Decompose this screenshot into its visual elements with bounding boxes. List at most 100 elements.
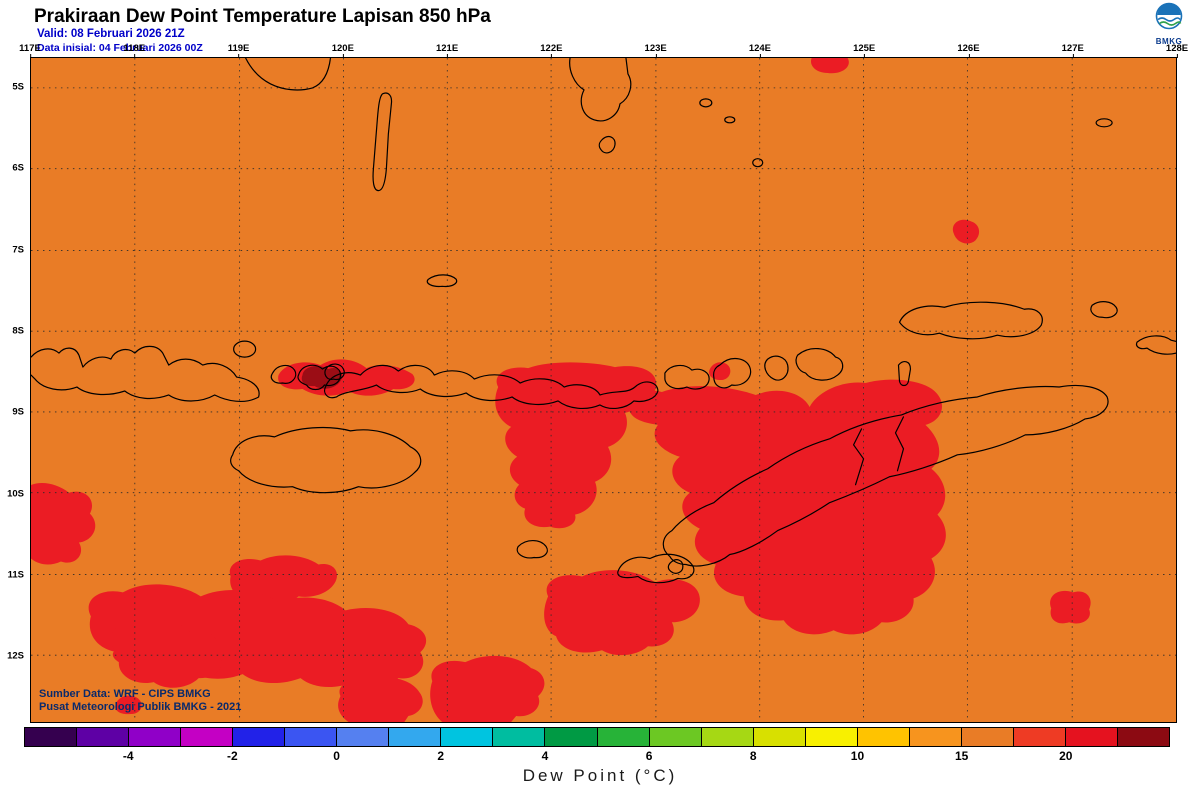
bmkg-logo-label: BMKG	[1155, 37, 1183, 46]
bmkg-logo-icon	[1155, 2, 1183, 30]
lon-label-128E: 128E	[1165, 43, 1189, 58]
lon-label-125E: 125E	[853, 43, 876, 58]
colorbar-segment-8	[441, 728, 494, 746]
coast-semau	[667, 559, 684, 574]
colorbar-segment-17	[909, 728, 962, 746]
coast-right-edge	[1135, 335, 1176, 355]
latitude-axis: 5S 6S 7S 8S 9S 10S 11S 12S	[0, 57, 27, 723]
colorbar-segment-21	[1117, 728, 1170, 746]
lon-label-126E: 126E	[957, 43, 980, 58]
colorbar-segment-13	[701, 728, 754, 746]
coast-atauro	[897, 361, 912, 387]
highest-dewpoint-core	[301, 365, 343, 389]
coast-flores	[324, 364, 659, 410]
coast-rote	[617, 553, 695, 584]
colorbar-segment-15	[805, 728, 858, 746]
colorbar-segment-14	[753, 728, 806, 746]
lon-label-117E: 117E	[19, 43, 41, 58]
colorbar-tick-10: 10	[850, 749, 865, 763]
bmkg-logo: BMKG	[1146, 2, 1192, 46]
lon-label-127E: 127E	[1061, 43, 1084, 58]
longitude-axis: 117E 118E 119E 120E 121E 122E 123E 124E 125E 126E…	[19, 43, 1188, 58]
colorbar-segment-11	[597, 728, 650, 746]
lat-label-10S: 10S	[7, 488, 24, 499]
coast-topright-2	[1090, 301, 1118, 319]
lon-label-118E: 118E	[123, 43, 146, 58]
coast-sulawesi-tip	[245, 58, 332, 91]
coast-timor	[662, 384, 1109, 567]
colorbar	[24, 727, 1170, 747]
lon-label-120E: 120E	[331, 43, 354, 58]
lat-label-9S: 9S	[12, 406, 24, 418]
border-timor-2	[894, 416, 905, 472]
colorbar-tick-2: 2	[437, 749, 445, 763]
coast-topright-1	[1095, 118, 1113, 128]
map-canvas: Sumber Data: WRF - CIPS BMKG Pusat Meteo…	[30, 57, 1177, 723]
colorbar-tick-6: 6	[645, 749, 653, 763]
colorbar-segment-5	[285, 728, 338, 746]
colorbar-tick-8: 8	[749, 749, 757, 763]
colorbar-segment-3	[181, 728, 234, 746]
coast-wakatobi-1	[699, 98, 713, 108]
coast-wetar	[898, 301, 1043, 340]
colorbar-segment-7	[389, 728, 442, 746]
valid-time-label: Valid: 08 Februari 2026 21Z	[37, 28, 185, 40]
colorbar-tick--4: -4	[122, 749, 134, 763]
coast-sangeang	[233, 340, 257, 358]
colorbar-segment-2	[129, 728, 182, 746]
border-timor-1	[852, 428, 865, 486]
colorbar-segment-10	[545, 728, 598, 746]
colorbar-segment-18	[961, 728, 1014, 746]
lon-label-123E: 123E	[644, 43, 667, 58]
lat-label-7S: 7S	[12, 244, 24, 256]
colorbar-segment-4	[233, 728, 286, 746]
colorbar-segment-20	[1065, 728, 1118, 746]
lat-label-8S: 8S	[12, 325, 24, 337]
colorbar-segment-19	[1013, 728, 1066, 746]
lon-label-122E: 122E	[540, 43, 563, 58]
colorbar-label: Dew Point (°C)	[522, 766, 678, 785]
lon-label-121E: 121E	[435, 43, 459, 58]
colorbar-segment-0	[25, 728, 78, 746]
colorbar-tick--2: -2	[227, 749, 238, 763]
colorbar-segment-1	[77, 728, 130, 746]
lon-label-119E: 119E	[227, 43, 250, 58]
coast-komodo-1	[270, 364, 297, 384]
colorbar-tick-15: 15	[954, 749, 969, 763]
lat-label-12S: 12S	[7, 650, 24, 662]
coast-pantar	[764, 355, 789, 381]
lat-label-5S: 5S	[12, 81, 24, 93]
colorbar-tick-0: 0	[333, 749, 340, 763]
coast-sumbawa	[31, 345, 260, 403]
lat-label-11S: 11S	[7, 569, 24, 581]
coast-tanahjampea	[426, 274, 458, 288]
source-line-1: Sumber Data: WRF - CIPS BMKG	[39, 688, 211, 700]
coast-small-island	[598, 136, 616, 154]
coast-komodo-2	[297, 364, 342, 391]
lon-label-124E: 124E	[748, 43, 771, 58]
colorbar-segment-16	[857, 728, 910, 746]
colorbar-tick-4: 4	[541, 749, 549, 763]
colorbar-segment-9	[493, 728, 546, 746]
coast-alor	[795, 348, 844, 381]
coast-komodo-3	[324, 363, 345, 381]
coast-adonara	[664, 364, 710, 390]
coast-savu	[516, 539, 548, 559]
init-time-label: Data inisial: 04 Februari 2026 00Z	[37, 42, 203, 54]
source-line-2: Pusat Meteorologi Publik BMKG - 2021	[39, 701, 242, 713]
page-title: Prakiraan Dew Point Temperature Lapisan …	[34, 6, 491, 27]
colorbar-tick-20: 20	[1059, 749, 1073, 763]
coast-buton	[569, 58, 632, 122]
coast-lembata	[713, 357, 752, 389]
weather-map	[31, 58, 1176, 722]
coastlines	[31, 58, 1176, 584]
source-credit: Sumber Data: WRF - CIPS BMKG Pusat Meteo…	[39, 688, 241, 714]
colorbar-segment-12	[649, 728, 702, 746]
coast-sumba	[230, 426, 422, 494]
colorbar-segment-6	[337, 728, 390, 746]
lat-label-6S: 6S	[12, 162, 24, 174]
coast-selayar	[372, 92, 393, 192]
coast-wakatobi-2	[724, 116, 736, 124]
colorbar-ticks: -4 -2 0 2 4 6 8 10 15 20	[24, 749, 1170, 763]
coast-wakatobi-3	[752, 158, 764, 168]
